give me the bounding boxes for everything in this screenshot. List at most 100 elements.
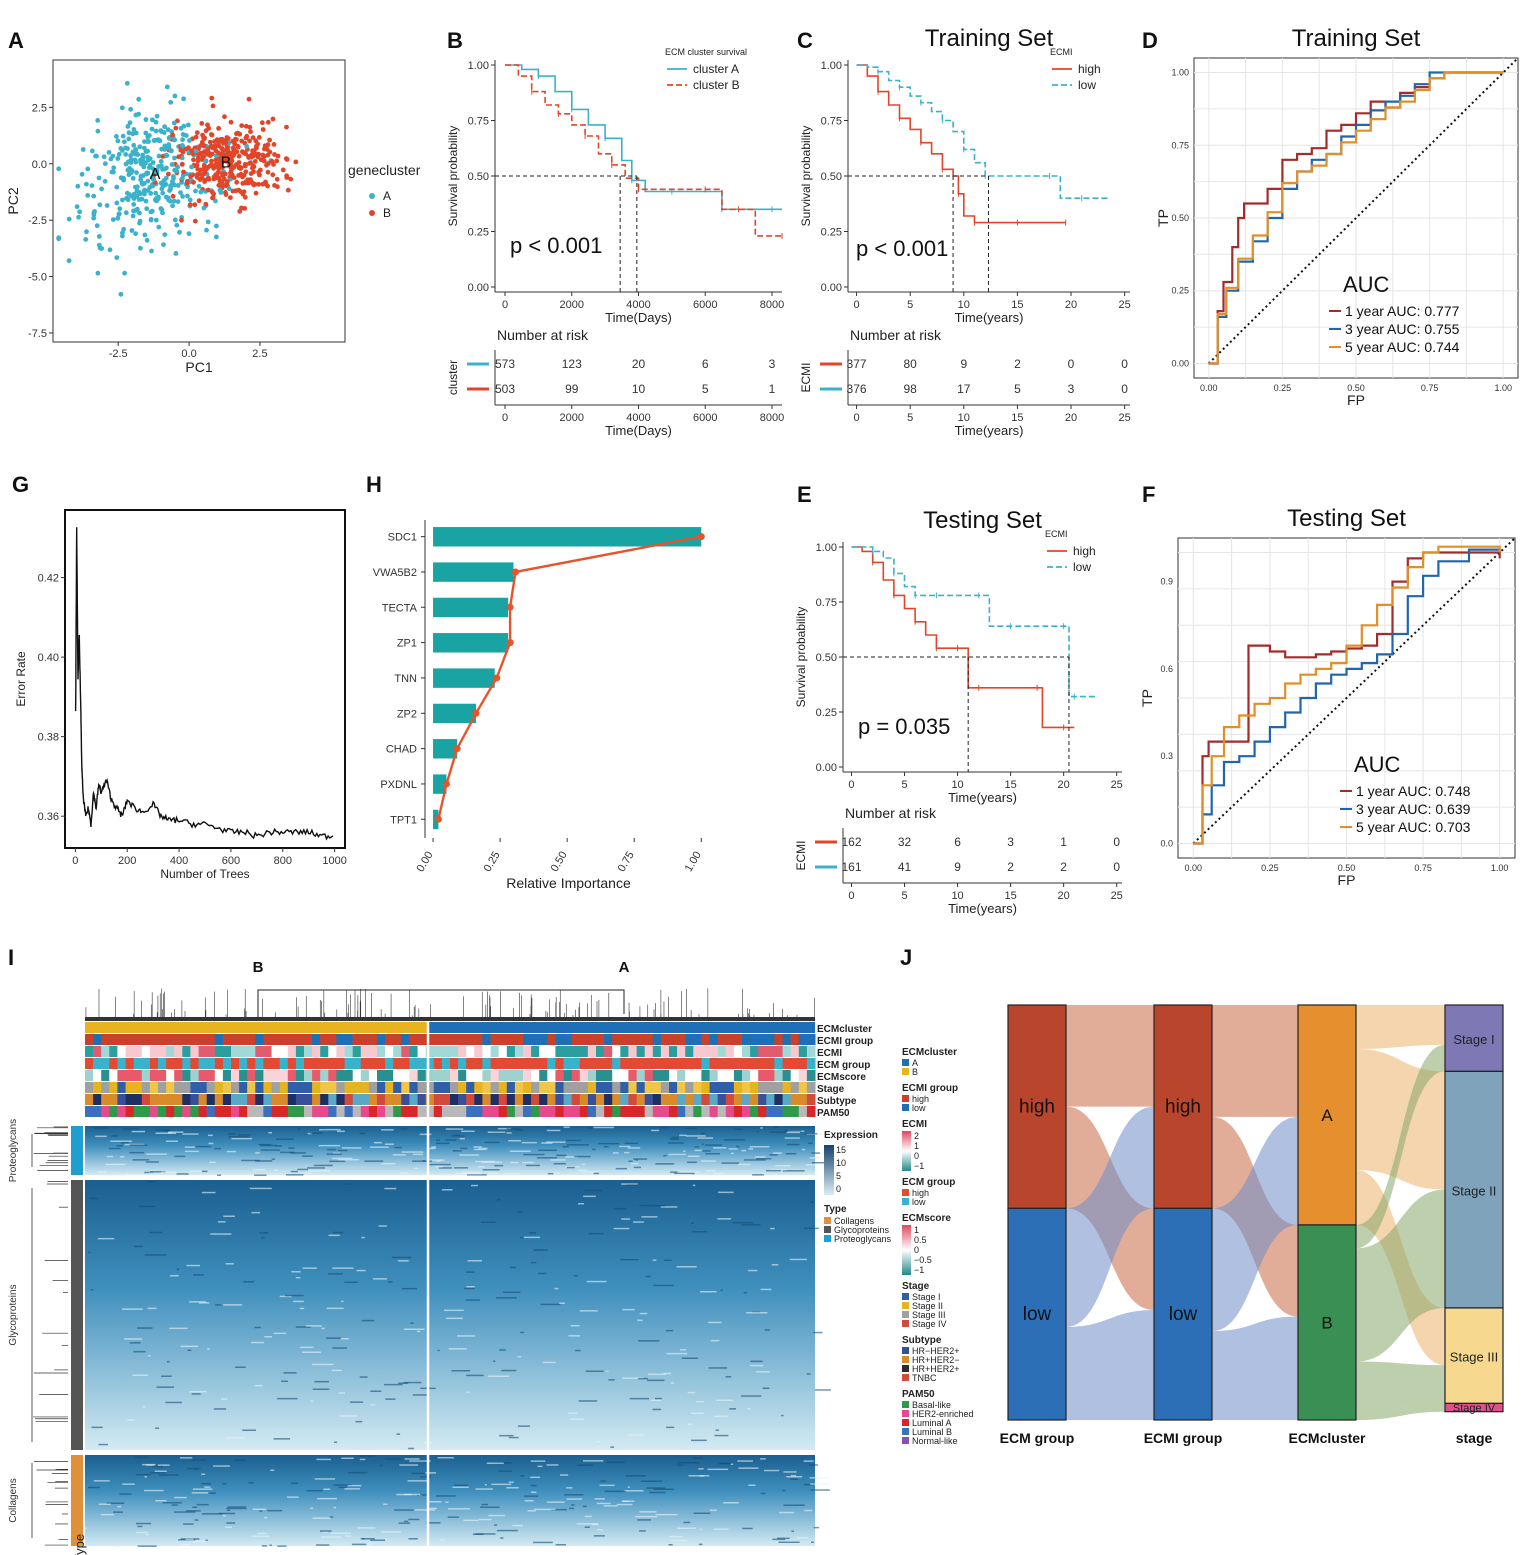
heatmap-texture <box>321 1327 325 1330</box>
panel-label-J: J <box>900 945 912 970</box>
heatmap-texture <box>394 1509 415 1511</box>
annotation-cell <box>182 1082 191 1093</box>
annotation-cell <box>498 1070 508 1081</box>
annotation-cell <box>523 1058 532 1069</box>
annotation-cell <box>239 1106 248 1117</box>
heatmap-texture <box>512 1524 523 1527</box>
annotation-cell <box>660 1070 670 1081</box>
risk-count: 2 <box>1060 860 1067 874</box>
heatmap-texture <box>713 1528 729 1530</box>
annotation-row-label: ECMscore <box>817 1072 866 1083</box>
point <box>154 167 160 173</box>
annotation-cell <box>222 1034 232 1045</box>
sankey-node-label: high <box>1165 1097 1201 1118</box>
heatmap-texture <box>331 1369 342 1372</box>
annotation-cell <box>596 1070 605 1081</box>
heatmap-texture <box>811 1152 821 1154</box>
annotation-cell <box>352 1094 362 1105</box>
heatmap-texture <box>709 1509 717 1511</box>
heatmap-texture <box>340 1338 349 1340</box>
annotation-cell <box>368 1046 378 1057</box>
risk-count: 503 <box>495 382 515 396</box>
legend-label: low <box>1073 560 1091 574</box>
point <box>205 147 211 152</box>
heatmap-texture <box>738 1467 759 1469</box>
annotation-cell <box>174 1046 183 1057</box>
heatmap-texture <box>712 1147 727 1149</box>
point <box>125 146 130 152</box>
heatmap-texture <box>189 1390 207 1393</box>
annotation-cell <box>206 1094 216 1105</box>
heatmap-texture <box>225 1526 232 1528</box>
heatmap-texture <box>488 1172 498 1174</box>
heatmap-texture <box>811 1162 832 1164</box>
x-axis-label: Time(Days) <box>605 310 672 325</box>
legend-swatch <box>902 1356 909 1363</box>
heatmap-texture <box>633 1221 644 1223</box>
heatmap-texture <box>714 1415 728 1418</box>
annotation-cell <box>158 1034 167 1045</box>
annotation-cell <box>231 1034 240 1045</box>
annotation-cell <box>441 1034 451 1045</box>
annotation-cell <box>523 1106 532 1117</box>
heatmap-texture <box>436 1142 450 1145</box>
annotation-cell <box>336 1106 345 1117</box>
annotation-cell <box>628 1082 637 1093</box>
annotation-cell <box>758 1034 767 1045</box>
heatmap-texture <box>93 1480 110 1482</box>
series-line <box>851 546 1075 729</box>
annotation-cell <box>198 1082 208 1093</box>
annotation-cell <box>612 1046 621 1057</box>
heatmap-texture <box>804 1133 818 1135</box>
heatmap-texture <box>573 1275 578 1277</box>
heatmap-texture <box>291 1482 298 1484</box>
heatmap-texture <box>359 1455 375 1457</box>
heatmap-texture <box>260 1149 281 1151</box>
point <box>142 139 147 145</box>
heatmap-texture <box>477 1166 485 1168</box>
heatmap-texture <box>655 1163 675 1165</box>
heatmap-texture <box>228 1133 236 1135</box>
annotation-cell <box>425 1034 435 1045</box>
point <box>179 162 185 167</box>
heatmap-texture <box>323 1531 328 1533</box>
point <box>147 133 152 138</box>
annotation-cell <box>547 1070 556 1081</box>
y-tick-label: TECTA <box>382 602 418 614</box>
heatmap-texture <box>579 1310 598 1312</box>
heatmap-texture <box>400 1172 408 1174</box>
heatmap-texture <box>277 1545 287 1547</box>
annotation-cell <box>377 1046 386 1057</box>
annotation-cell <box>717 1070 727 1081</box>
heatmap-texture <box>637 1519 651 1521</box>
point <box>180 194 186 199</box>
heatmap-texture <box>355 1420 363 1423</box>
annotation-cell <box>141 1046 151 1057</box>
point <box>284 173 289 179</box>
heatmap-texture <box>176 1268 179 1270</box>
annotation-cell <box>271 1058 281 1069</box>
annotation-cell <box>774 1082 783 1093</box>
point <box>66 216 72 222</box>
heatmap-texture <box>149 1231 163 1234</box>
annotation-cell <box>125 1046 135 1057</box>
y-tick-label: PXDNL <box>380 779 417 791</box>
heatmap-texture <box>810 1483 828 1485</box>
annotation-cell <box>247 1106 256 1117</box>
annotation-cell <box>166 1106 175 1117</box>
annotation-cell <box>368 1034 378 1045</box>
annotation-cell <box>523 1046 532 1057</box>
point <box>248 129 253 135</box>
heatmap-texture <box>408 1538 418 1540</box>
point <box>140 154 146 160</box>
heatmap-texture <box>764 1469 780 1472</box>
annotation-cell <box>141 1070 151 1081</box>
risk-count: 17 <box>957 382 971 396</box>
annotation-cell <box>287 1106 297 1117</box>
heatmap-texture <box>475 1488 493 1490</box>
heatmap-texture <box>786 1131 800 1134</box>
annotation-cell <box>101 1034 110 1045</box>
annotation-cell <box>101 1046 110 1057</box>
annotation-cell <box>774 1046 783 1057</box>
